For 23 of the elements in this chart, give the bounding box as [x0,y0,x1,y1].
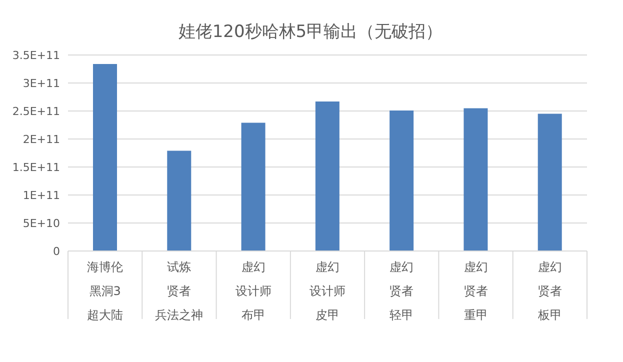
bar [464,108,488,251]
bar [315,101,340,251]
bar [93,64,117,251]
y-tick-label: 3.5E+11 [12,48,60,62]
x-tick-label: 虚幻设计师布甲 [235,260,272,322]
x-tick-label: 试炼贤者兵法之神 [155,260,204,322]
y-tick-label: 0 [53,244,60,258]
y-tick-label: 3E+11 [22,76,60,90]
chart-title: 娃佬120秒哈林5甲输出（无破招） [177,21,444,44]
y-tick-label: 1E+11 [22,188,60,202]
x-tick-label: 虚幻设计师皮甲 [310,260,346,322]
y-tick-label: 2E+11 [22,132,60,146]
x-tick-label: 海博伦黑洞3超大陆 [87,260,124,322]
bar [390,110,414,251]
y-tick-label: 2.5E+11 [12,104,60,118]
x-tick-label: 虚幻贤者轻甲 [390,260,414,322]
y-tick-label: 1.5E+11 [12,160,60,174]
x-tick-label: 虚幻贤者重甲 [464,260,488,322]
bar [241,122,266,251]
bar [538,114,562,251]
x-tick-label: 虚幻贤者板甲 [536,260,562,322]
bar [167,150,192,251]
y-tick-label: 5E+10 [22,216,60,230]
